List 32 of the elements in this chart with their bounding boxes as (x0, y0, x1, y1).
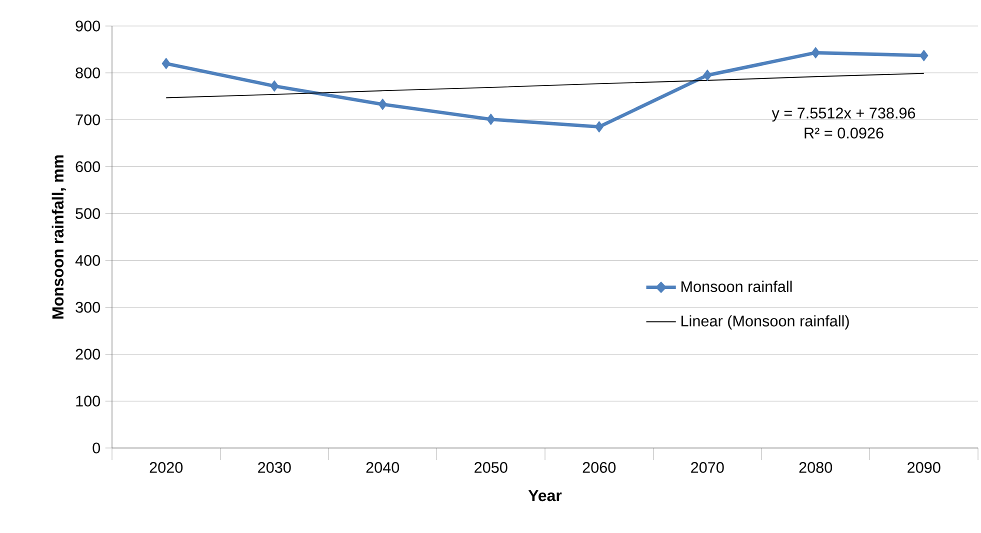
x-tick-label: 2030 (258, 462, 291, 473)
point (162, 58, 170, 70)
y-tick-label: 700 (76, 114, 100, 126)
y-tick-label: 300 (76, 302, 100, 313)
legend-label: Monsoon rainfall (682, 280, 792, 292)
x-tick-label: 2040 (366, 462, 400, 473)
x-tick-label: 2050 (474, 462, 508, 473)
y-tick-label: 200 (76, 348, 100, 360)
y-tick-label: 600 (76, 161, 100, 172)
y-tick-label: 500 (76, 208, 100, 219)
y-tick-label: 0 (92, 442, 100, 454)
point (703, 70, 712, 81)
annotation: R² = 0.0926 (804, 128, 884, 138)
legend-label: Linear (Monsoon rainfall) (682, 315, 849, 330)
y-axis-title: Monsoon rainfall, mm (52, 155, 66, 319)
x-tick-label: 2020 (150, 462, 183, 473)
y-tick-label: 800 (76, 67, 100, 78)
y-tick-label: 900 (76, 20, 100, 32)
x-tick-label: 2070 (691, 462, 724, 473)
y-tick-label: 400 (75, 255, 100, 266)
point (270, 80, 279, 92)
x-tick-label: 2080 (799, 462, 832, 473)
x-tick-label: 2060 (582, 462, 616, 473)
point (594, 121, 604, 132)
x-axis-title: Year (528, 490, 562, 502)
point (811, 47, 820, 58)
point (920, 50, 928, 62)
annotation: y = 7.5512x + 738.96 (772, 108, 916, 122)
point (378, 98, 387, 110)
x-tick-label: 2090 (908, 462, 940, 473)
y-tick-label: 100 (76, 396, 100, 407)
point (486, 114, 496, 125)
